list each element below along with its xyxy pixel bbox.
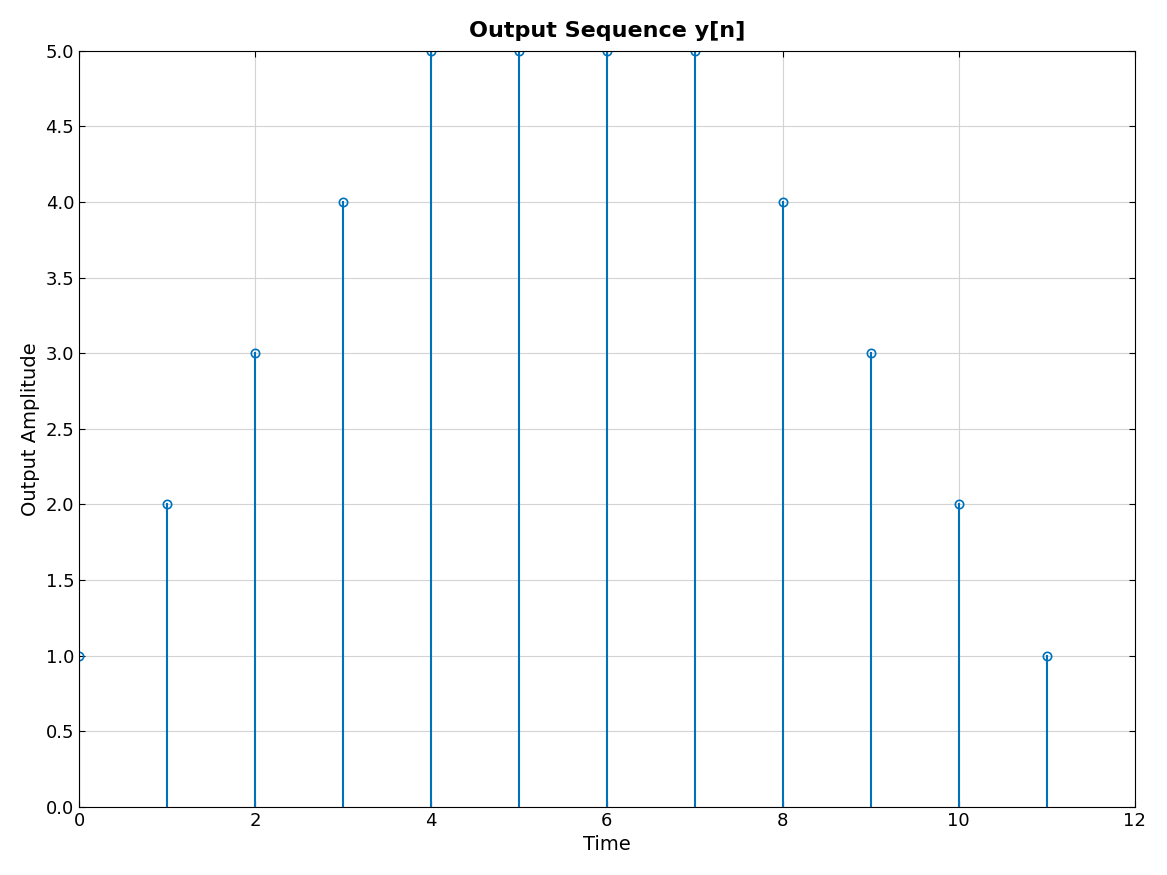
X-axis label: Time: Time [584,835,630,854]
Title: Output Sequence y[n]: Output Sequence y[n] [469,21,745,41]
Y-axis label: Output Amplitude: Output Amplitude [21,342,40,515]
